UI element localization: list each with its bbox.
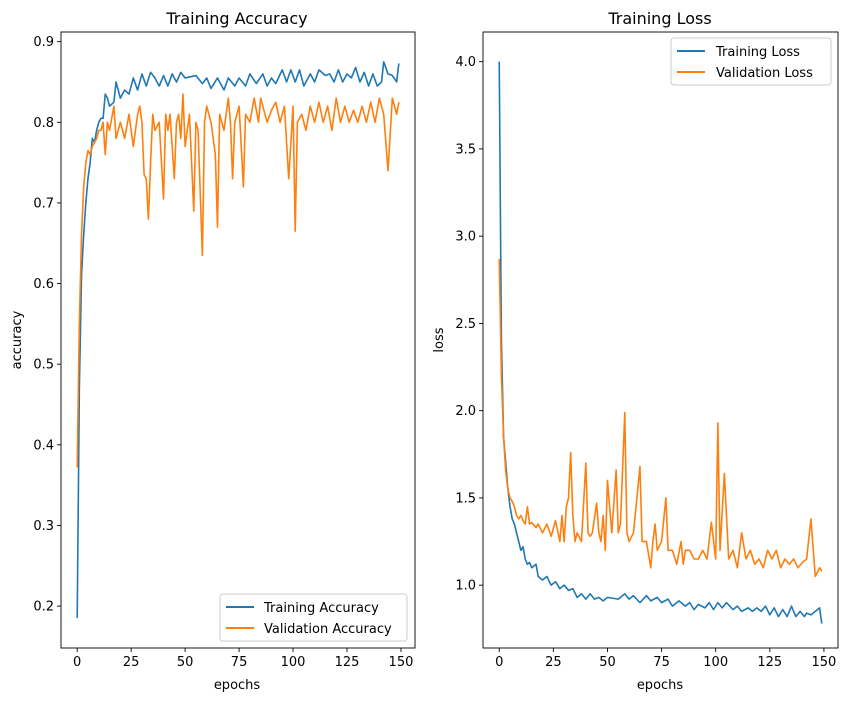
accuracy-chart-title: Training Accuracy: [165, 9, 307, 28]
accuracy-ylabel: accuracy: [10, 310, 25, 369]
loss-xtick-label: 75: [653, 655, 670, 670]
accuracy-plot-frame: [60, 31, 416, 649]
loss-ytick-label: 2.5: [455, 317, 476, 332]
accuracy-series-training-line: [76, 61, 400, 619]
accuracy-xtick-label: 50: [177, 655, 194, 670]
loss-legend-label-training: Training Loss: [715, 45, 800, 60]
loss-xtick-label: 50: [599, 655, 616, 670]
loss-ytick-label: 2.0: [455, 404, 476, 419]
accuracy-ytick-label: 0.6: [33, 277, 54, 292]
accuracy-xtick-label: 75: [231, 655, 248, 670]
loss-ticks: 0 25 50 75 100 125 150 1.0 1.5 2.0 2.5 3.0 3.5 4.0: [455, 55, 836, 670]
accuracy-legend-box: [219, 593, 408, 642]
loss-legend-box: [670, 37, 832, 86]
loss-legend-label-validation: Validation Loss: [716, 66, 813, 81]
accuracy-ytick-label: 0.4: [33, 438, 54, 453]
accuracy-xtick-label: 125: [335, 655, 360, 670]
accuracy-series-validation-line: [76, 93, 400, 468]
accuracy-xtick-label: 0: [73, 655, 81, 670]
accuracy-ytick-label: 0.9: [33, 35, 54, 50]
accuracy-xtick-label: 150: [389, 655, 414, 670]
loss-legend: Training Loss Validation Loss: [670, 37, 832, 86]
accuracy-legend-label-training: Training Accuracy: [263, 601, 379, 616]
loss-plot-frame: [482, 31, 839, 649]
loss-ytick-label: 4.0: [455, 55, 476, 70]
loss-ytick-label: 3.0: [455, 230, 476, 245]
accuracy-ytick-label: 0.8: [33, 116, 54, 131]
loss-xtick-label: 125: [757, 655, 782, 670]
accuracy-ytick-label: 0.3: [33, 519, 54, 534]
accuracy-chart: Training Accuracy 0 25 50 75 100 125 150 0.2 0.3…: [10, 9, 416, 693]
loss-xtick-label: 100: [703, 655, 728, 670]
accuracy-xlabel: epochs: [214, 678, 261, 693]
accuracy-ytick-label: 0.7: [33, 196, 54, 211]
loss-lines: [498, 61, 823, 624]
loss-xlabel: epochs: [637, 678, 684, 693]
loss-series-validation-line: [498, 258, 823, 578]
accuracy-ticks: 0 25 50 75 100 125 150 0.2 0.3 0.4 0.5 0.6 0.7 0.8 0.9: [33, 35, 413, 670]
accuracy-legend: Training Accuracy Validation Accuracy: [219, 593, 408, 642]
loss-ytick-label: 3.5: [455, 142, 476, 157]
accuracy-xtick-label: 100: [281, 655, 306, 670]
accuracy-xtick-label: 25: [123, 655, 140, 670]
loss-chart: Training Loss 0 25 50 75 100 125 150 1.0 1.5 2.0 2…: [432, 9, 839, 693]
loss-ylabel: loss: [432, 327, 447, 352]
accuracy-legend-label-validation: Validation Accuracy: [264, 622, 392, 637]
accuracy-ytick-label: 0.2: [33, 600, 54, 615]
loss-ytick-label: 1.5: [455, 491, 476, 506]
loss-xtick-label: 0: [495, 655, 503, 670]
loss-xtick-label: 150: [812, 655, 837, 670]
loss-series-training-line: [498, 61, 823, 624]
loss-xtick-label: 25: [545, 655, 562, 670]
accuracy-lines: [76, 61, 400, 619]
accuracy-ytick-label: 0.5: [33, 358, 54, 373]
loss-chart-title: Training Loss: [607, 9, 711, 28]
loss-ytick-label: 1.0: [455, 579, 476, 594]
